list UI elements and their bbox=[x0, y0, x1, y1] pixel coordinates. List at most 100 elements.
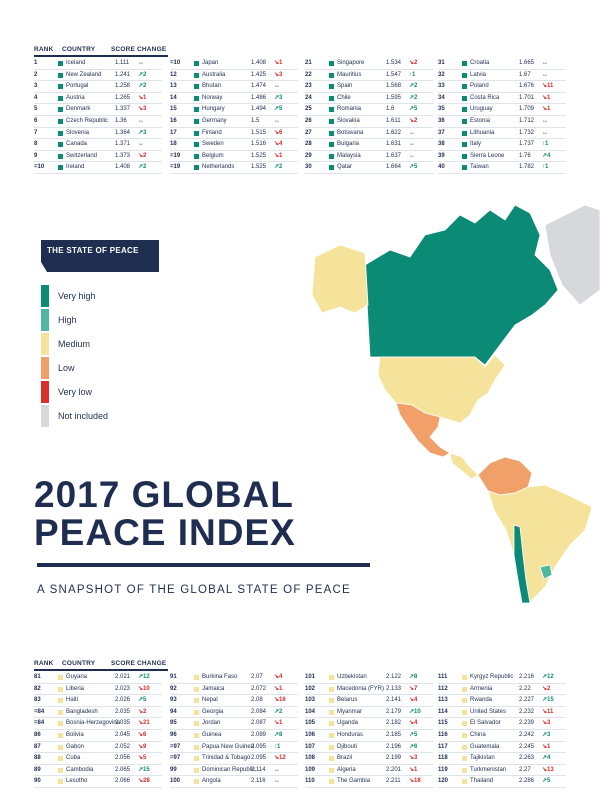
rank-cell: 1 bbox=[34, 60, 38, 66]
rank-cell: 112 bbox=[438, 685, 448, 692]
rank-cell: 100 bbox=[170, 778, 181, 785]
country-cell: Mauritius bbox=[337, 71, 362, 78]
change-cell: ↘4 bbox=[409, 697, 418, 704]
table-row: =84 Bosnia-Herzegovina 2.035 ↘21 bbox=[34, 718, 162, 730]
change-cell: ↘2 bbox=[409, 60, 418, 66]
score-cell: 1.373 bbox=[115, 152, 131, 159]
country-cell: New Zealand bbox=[66, 71, 102, 78]
change-cell: ↔ bbox=[138, 141, 144, 148]
country-cell: Djibouti bbox=[337, 743, 358, 750]
rank-cell: 114 bbox=[438, 708, 448, 715]
change-cell: ↔ bbox=[542, 117, 548, 124]
legend-label: Not included bbox=[58, 411, 109, 421]
change-cell: ↘12 bbox=[274, 755, 286, 762]
rank-cell: 34 bbox=[438, 94, 445, 101]
table-row: 33 Poland 1.676 ↘11 bbox=[438, 81, 566, 93]
table-row: 120 Thailand 2.286 ↗5 bbox=[438, 776, 566, 788]
peace-level-swatch bbox=[194, 130, 199, 136]
score-cell: 1.408 bbox=[251, 60, 267, 66]
rank-cell: 94 bbox=[170, 708, 177, 715]
score-cell: 2.035 bbox=[115, 720, 131, 727]
rank-cell: =10 bbox=[34, 164, 45, 171]
subtitle: A SNAPSHOT OF THE GLOBAL STATE OF PEACE bbox=[37, 584, 351, 596]
rank-cell: 81 bbox=[34, 674, 41, 680]
table-row: 117 Guatemala 2.245 ↘1 bbox=[438, 742, 566, 754]
rank-cell: 24 bbox=[305, 94, 312, 101]
country-cell: Burkina Faso bbox=[202, 674, 238, 680]
peace-level-swatch bbox=[462, 84, 467, 90]
score-cell: 2.239 bbox=[519, 720, 535, 727]
peace-level-swatch bbox=[329, 686, 334, 692]
score-cell: 2.056 bbox=[115, 755, 131, 762]
peace-level-swatch bbox=[58, 165, 63, 171]
change-cell: ↘4 bbox=[274, 674, 283, 680]
peace-level-swatch bbox=[329, 142, 334, 148]
table-row: 6 Czech Republic 1.36 ↔ bbox=[34, 116, 162, 128]
score-cell: 2.263 bbox=[519, 755, 535, 762]
country-cell: Lithuania bbox=[470, 129, 495, 136]
peace-level-swatch bbox=[58, 686, 63, 692]
rank-cell: 91 bbox=[170, 674, 177, 680]
change-cell: ↘7 bbox=[409, 685, 418, 692]
peace-level-swatch bbox=[329, 84, 334, 90]
table-row: 5 Denmark 1.337 ↘3 bbox=[34, 104, 162, 116]
country-cell: Czech Republic bbox=[66, 117, 109, 124]
peace-level-swatch bbox=[329, 744, 334, 750]
score-cell: 1.337 bbox=[115, 106, 131, 113]
table-row: 18 Sweden 1.516 ↘4 bbox=[170, 139, 298, 151]
peace-level-swatch bbox=[462, 732, 467, 738]
change-cell: ↗15 bbox=[542, 697, 554, 704]
peace-level-swatch bbox=[462, 107, 467, 113]
table-row: 31 Croatia 1.665 ↔ bbox=[438, 58, 566, 70]
country-cell: Norway bbox=[202, 94, 223, 101]
rank-cell: 106 bbox=[305, 731, 316, 738]
peace-level-swatch bbox=[58, 153, 63, 159]
country-cell: Italy bbox=[470, 141, 482, 148]
change-cell: ↗2 bbox=[138, 83, 147, 90]
score-cell: 1.67 bbox=[519, 71, 531, 78]
peace-level-swatch bbox=[194, 84, 199, 90]
peace-level-swatch bbox=[194, 686, 199, 692]
change-cell: ↘11 bbox=[542, 708, 554, 715]
legend-title-text: THE STATE OF PEACE bbox=[47, 246, 139, 255]
table-row: 110 The Gambia 2.211 ↘18 bbox=[305, 776, 433, 788]
map-region-chile bbox=[513, 524, 531, 604]
score-cell: 1.782 bbox=[519, 164, 535, 171]
rank-cell: 102 bbox=[305, 685, 316, 692]
rank-cell: 96 bbox=[170, 731, 177, 738]
peace-level-swatch bbox=[58, 142, 63, 148]
peace-level-swatch bbox=[58, 95, 63, 101]
change-cell: ↑1 bbox=[542, 164, 549, 171]
country-cell: Austria bbox=[66, 94, 85, 101]
peace-level-swatch bbox=[58, 732, 63, 738]
change-cell: ↗12 bbox=[542, 674, 554, 680]
table-row: 91 Burkina Faso 2.07 ↘4 bbox=[170, 672, 298, 684]
change-cell: ↗2 bbox=[274, 708, 283, 715]
rank-cell: 30 bbox=[305, 164, 312, 171]
table-row: =97 Papua New Guinea 2.095 ↑1 bbox=[170, 742, 298, 754]
peace-level-swatch bbox=[329, 675, 334, 680]
rank-cell: 40 bbox=[438, 164, 445, 171]
table-row: 25 Romania 1.6 ↗5 bbox=[305, 104, 433, 116]
legend-swatch bbox=[41, 381, 49, 403]
country-cell: Poland bbox=[470, 83, 489, 90]
change-cell: ↗3 bbox=[138, 129, 147, 136]
rank-cell: 103 bbox=[305, 697, 316, 704]
change-cell: ↘9 bbox=[138, 743, 147, 750]
americas-map bbox=[311, 204, 600, 604]
table-row: 8 Canada 1.371 ↔ bbox=[34, 139, 162, 151]
rank-cell: 101 bbox=[305, 674, 316, 680]
table-row: 118 Tajikistan 2.263 ↗4 bbox=[438, 753, 566, 765]
peace-level-swatch bbox=[58, 767, 63, 773]
country-cell: Ireland bbox=[66, 164, 85, 171]
change-cell: ↔ bbox=[542, 71, 548, 78]
map-region-south-america bbox=[487, 484, 593, 604]
score-cell: 2.035 bbox=[115, 708, 131, 715]
table-column: 31 Croatia 1.665 ↔ 32 Latvia 1.67 ↔ 33 Poland 1.67… bbox=[438, 58, 566, 174]
table-row: 111 Kyrgyz Republic 2.216 ↗12 bbox=[438, 672, 566, 684]
rank-cell: 117 bbox=[438, 743, 448, 750]
country-cell: Belgium bbox=[202, 152, 224, 159]
peace-level-swatch bbox=[329, 130, 334, 136]
rank-cell: 13 bbox=[170, 83, 177, 90]
change-cell: ↗3 bbox=[542, 731, 551, 738]
